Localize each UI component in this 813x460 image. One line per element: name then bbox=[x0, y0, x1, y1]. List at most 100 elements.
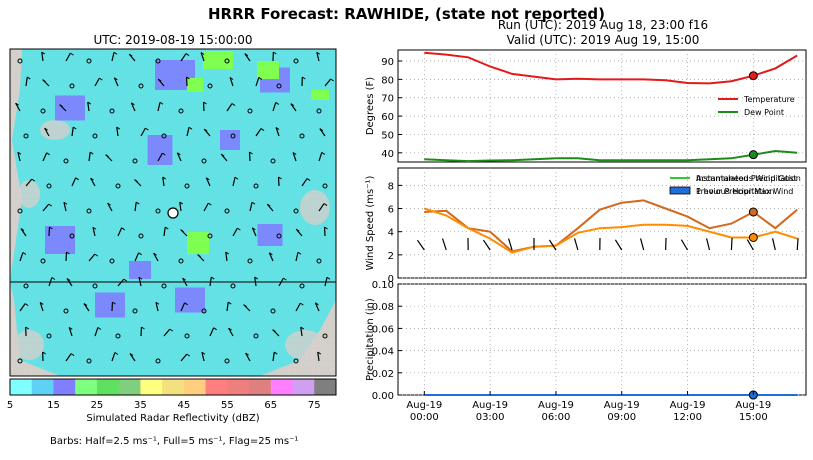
wind-barb-flag bbox=[92, 226, 97, 230]
terrain-patch bbox=[18, 180, 40, 208]
wind-barb-flag bbox=[159, 101, 164, 105]
colorbar-swatch bbox=[140, 379, 163, 395]
reflectivity-cell bbox=[175, 287, 205, 313]
panel-1: 40 50 60 70 80 90 Degrees (F) Temperature Dew Po… bbox=[365, 49, 807, 163]
wind-barb-flag bbox=[302, 76, 306, 80]
legend-label: 1 hour Precipitation bbox=[696, 187, 775, 196]
colorbar-swatch bbox=[53, 379, 76, 395]
wind-barb-flag bbox=[128, 53, 133, 57]
wind-barb-flag bbox=[66, 278, 71, 281]
y-tick-label: 0.04 bbox=[372, 347, 394, 358]
terrain-patch bbox=[40, 120, 70, 140]
colorbar-swatch bbox=[292, 379, 315, 395]
colorbar-swatch bbox=[162, 379, 185, 395]
legend-label: Accumulated Precipitation bbox=[696, 174, 801, 183]
calm-wind-marker bbox=[115, 333, 121, 339]
calm-wind-marker bbox=[184, 333, 190, 339]
wind-barb bbox=[209, 327, 215, 337]
wind-barb bbox=[130, 102, 136, 112]
wind-barb-flag bbox=[162, 176, 167, 180]
wind-barb-flag bbox=[234, 176, 239, 180]
wind-barb bbox=[416, 239, 425, 251]
wind-barb bbox=[244, 53, 251, 62]
wind-barb-flag bbox=[260, 128, 265, 131]
wind-barb-flag bbox=[70, 353, 75, 357]
colorbar-swatch bbox=[205, 379, 228, 395]
wind-barb bbox=[83, 303, 90, 312]
wind-barb bbox=[92, 227, 96, 237]
wind-barb-flag bbox=[44, 127, 48, 131]
series-line bbox=[424, 149, 798, 163]
calm-wind-marker bbox=[299, 133, 305, 139]
calm-wind-marker bbox=[224, 358, 230, 364]
calm-wind-marker bbox=[270, 158, 276, 164]
wind-barb-flag bbox=[89, 151, 94, 155]
wind-barb bbox=[225, 252, 228, 262]
calm-wind-marker bbox=[17, 208, 23, 214]
wind-barb-flag bbox=[135, 201, 140, 205]
wind-barb bbox=[209, 277, 212, 287]
series-line bbox=[424, 199, 798, 253]
page-title: HRRR Forecast: RAWHIDE, (state not repor… bbox=[207, 5, 606, 23]
calm-wind-marker bbox=[115, 183, 121, 189]
calm-wind-marker bbox=[270, 308, 276, 314]
wind-barb bbox=[117, 227, 123, 237]
wind-barb bbox=[176, 152, 182, 162]
calm-wind-marker bbox=[109, 258, 115, 264]
colorbar-tick-label: 25 bbox=[91, 400, 104, 411]
reflectivity-cell bbox=[95, 292, 125, 318]
panel-frame bbox=[397, 283, 807, 396]
wind-barb bbox=[746, 239, 754, 251]
colorbar-swatch bbox=[270, 379, 294, 395]
colorbar-swatch bbox=[10, 379, 33, 395]
calm-wind-marker bbox=[132, 158, 138, 164]
reflectivity-cell-strong bbox=[203, 51, 233, 69]
wind-barb bbox=[226, 103, 233, 112]
wind-barb bbox=[94, 77, 100, 87]
wind-barb bbox=[44, 127, 50, 137]
panel-2: 0 2 4 6 8 Wind Speed (ms⁻¹) Instantaneous Wind… bbox=[365, 167, 807, 285]
run-info: Run (UTC): 2019 Aug 18, 23:00 f16 Valid … bbox=[398, 18, 808, 48]
calm-wind-marker bbox=[92, 133, 98, 139]
wind-barb-flag bbox=[145, 127, 149, 131]
wind-barb-flag bbox=[46, 152, 50, 156]
y-tick-label: 50 bbox=[381, 130, 394, 141]
colorbar-swatch bbox=[96, 379, 120, 395]
wind-barb bbox=[300, 327, 303, 337]
current-time-marker bbox=[748, 232, 758, 242]
calm-wind-marker bbox=[138, 233, 144, 239]
wind-barb-flag bbox=[206, 177, 210, 181]
colorbar-tick-label: 35 bbox=[134, 400, 147, 411]
wind-barb bbox=[324, 78, 332, 87]
reflectivity-cell-strong bbox=[311, 90, 329, 100]
series-line bbox=[423, 207, 798, 254]
calm-wind-marker bbox=[230, 283, 236, 289]
wind-barb-flag bbox=[90, 177, 94, 181]
calm-wind-marker bbox=[23, 283, 29, 289]
calm-wind-marker bbox=[17, 58, 23, 64]
wind-barb bbox=[324, 277, 328, 287]
wind-barb bbox=[163, 227, 166, 237]
calm-wind-marker bbox=[178, 108, 184, 114]
calm-wind-marker bbox=[247, 108, 253, 114]
wind-barb-flag bbox=[138, 276, 143, 280]
wind-barb-flag bbox=[17, 151, 22, 155]
calm-wind-marker bbox=[17, 358, 23, 364]
wind-barb bbox=[232, 177, 236, 187]
colorbar-tick-label: 45 bbox=[177, 400, 190, 411]
wind-barb bbox=[153, 252, 159, 262]
wind-barb bbox=[42, 152, 48, 162]
calm-wind-marker bbox=[23, 133, 29, 139]
wind-barb bbox=[134, 202, 137, 212]
wind-barb bbox=[316, 52, 320, 62]
wind-barb-flag bbox=[200, 52, 205, 55]
wind-barb-flag bbox=[49, 226, 53, 230]
legend-swatch bbox=[669, 186, 691, 195]
wind-barb bbox=[229, 77, 234, 87]
calm-wind-marker bbox=[40, 258, 46, 264]
x-tick-label: 09:00 bbox=[607, 412, 636, 423]
colorbar-frame bbox=[9, 378, 337, 396]
x-tick-label: 00:00 bbox=[410, 412, 439, 423]
wind-barb-flag bbox=[245, 352, 249, 356]
